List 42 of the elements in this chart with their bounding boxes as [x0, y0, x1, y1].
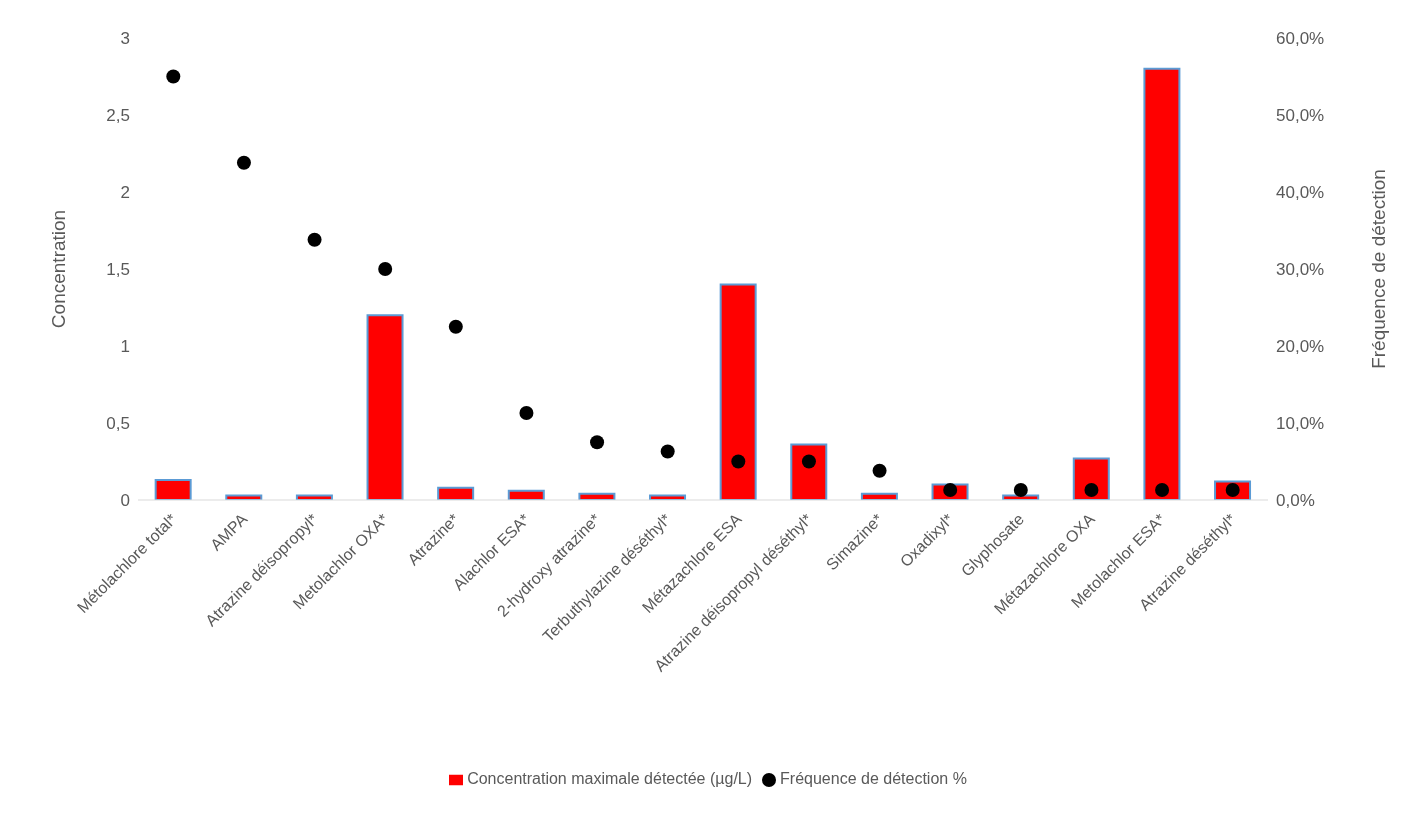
bar	[295, 494, 333, 500]
y2-tick-label: 40,0%	[1276, 183, 1325, 203]
y2-tick-label: 60,0%	[1276, 29, 1325, 49]
bar	[1143, 67, 1181, 500]
legend-label: Fréquence de détection %	[780, 770, 967, 787]
y-tick-label: 1,5	[106, 260, 130, 280]
bar	[366, 314, 404, 500]
point	[1013, 482, 1028, 497]
bar	[790, 443, 828, 500]
point	[236, 155, 251, 170]
y-tick-label: 3	[120, 29, 130, 49]
y2-axis-title: Fréquence de détection	[1367, 169, 1389, 369]
y-tick-label: 0,5	[106, 414, 130, 434]
point	[307, 232, 322, 247]
point	[660, 444, 675, 459]
y-tick-label: 2,5	[106, 106, 130, 126]
bar	[649, 494, 687, 500]
y2-tick-label: 30,0%	[1276, 260, 1325, 280]
point	[448, 319, 463, 334]
y-tick-label: 1	[120, 337, 130, 357]
bar	[719, 283, 757, 500]
point	[519, 405, 534, 420]
point	[1084, 482, 1099, 497]
point	[590, 435, 605, 450]
point	[378, 262, 393, 276]
point	[731, 454, 746, 469]
bar	[225, 494, 263, 500]
bar	[437, 486, 475, 500]
y-tick-label: 0	[120, 491, 130, 511]
y2-tick-label: 10,0%	[1276, 414, 1325, 434]
point	[1155, 482, 1170, 497]
bar	[154, 478, 192, 500]
bar	[1072, 457, 1110, 500]
point	[166, 69, 181, 84]
y2-tick-label: 0,0%	[1276, 491, 1315, 511]
point	[872, 463, 887, 478]
y-tick-label: 2	[120, 183, 130, 203]
y-axis-title: Concentration	[47, 209, 69, 329]
y2-tick-label: 50,0%	[1276, 106, 1325, 126]
legend-label: Concentration maximale détectée (µg/L)	[467, 770, 753, 787]
point	[801, 454, 816, 469]
y2-tick-label: 20,0%	[1276, 337, 1325, 357]
